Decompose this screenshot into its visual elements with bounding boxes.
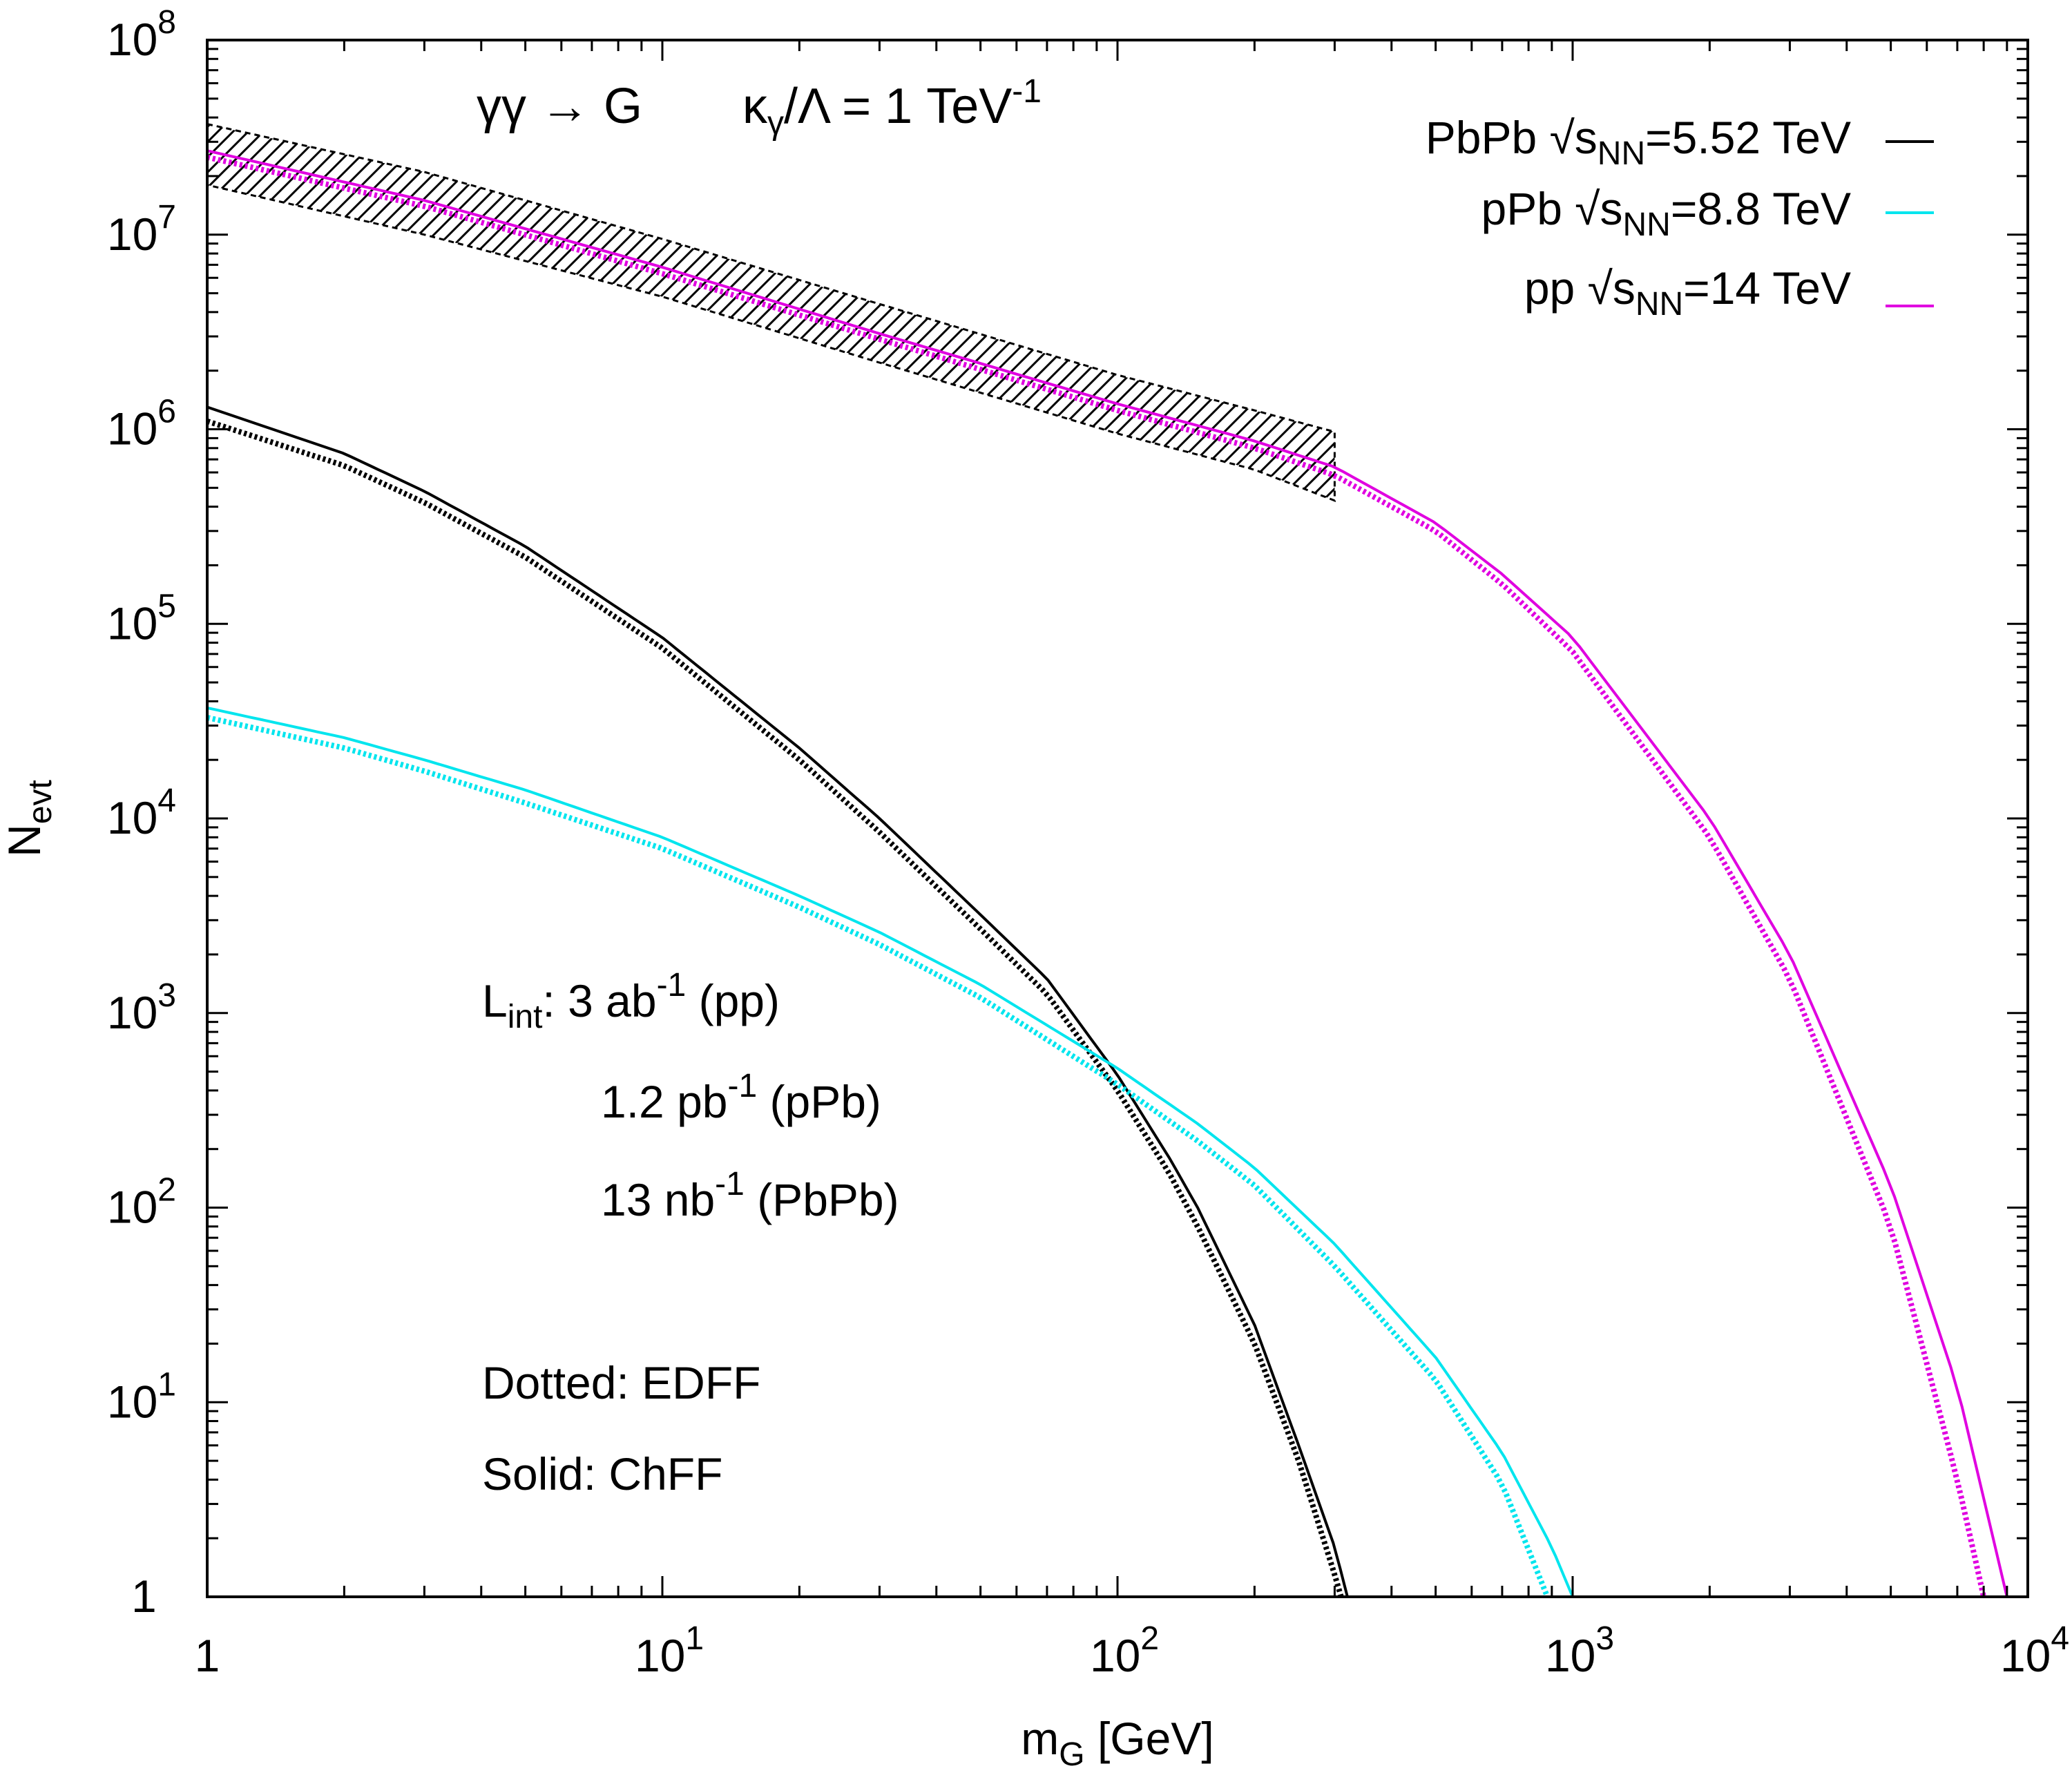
y-tick-label: 102 bbox=[107, 1172, 176, 1233]
process-title: γγ → G bbox=[477, 79, 642, 134]
y-axis-title: Nevt bbox=[0, 780, 59, 857]
pp-uncertainty-band bbox=[207, 123, 1336, 502]
x-tick-label: 101 bbox=[635, 1620, 704, 1681]
lumi-line-ppb: 1.2 pb-1 (pPb) bbox=[601, 1068, 881, 1127]
coupling-title: κγ/Λ = 1 TeV-1 bbox=[742, 73, 1042, 142]
x-tick-label: 1 bbox=[195, 1630, 220, 1681]
y-tick-label: 107 bbox=[107, 199, 176, 260]
legend-entry-pbpb: PbPb √sNN=5.52 TeV bbox=[1426, 112, 1934, 172]
dotted-note: Dotted: EDFF bbox=[482, 1357, 760, 1408]
series-pbpb-chff bbox=[207, 405, 1349, 1597]
series-ppb-chff bbox=[207, 706, 1574, 1597]
y-tick-label: 104 bbox=[107, 783, 176, 843]
tick-labels: 1 101 102 103 104 1 101 102 103 104 105 106 107 108 bbox=[107, 4, 2069, 1681]
x-tick-label: 102 bbox=[1090, 1620, 1159, 1681]
x-tick-label: 103 bbox=[1545, 1620, 1614, 1681]
series-layer bbox=[207, 149, 2008, 1597]
series-ppb-edff bbox=[207, 714, 1551, 1597]
solid-note: Solid: ChFF bbox=[482, 1448, 722, 1499]
legend: PbPb √sNN=5.52 TeV pPb √sNN=8.8 TeV pp √… bbox=[1426, 112, 1934, 323]
lumi-line-pp: Lint: 3 ab-1 (pp) bbox=[482, 967, 780, 1035]
plot-frame bbox=[206, 39, 2029, 1598]
lumi-line-pbpb: 13 nb-1 (PbPb) bbox=[601, 1166, 899, 1225]
legend-entry-pp: pp √sNN=14 TeV bbox=[1524, 262, 1934, 323]
y-tick-label: 105 bbox=[107, 588, 176, 649]
y-tick-label: 101 bbox=[107, 1366, 176, 1427]
series-pp-chff bbox=[207, 149, 2008, 1597]
y-tick-label: 103 bbox=[107, 977, 176, 1038]
y-tick-label: 108 bbox=[107, 4, 176, 65]
series-pbpb-edff bbox=[207, 419, 1344, 1597]
legend-label-pp: pp √sNN=14 TeV bbox=[1524, 262, 1851, 323]
legend-entry-ppb: pPb √sNN=8.8 TeV bbox=[1481, 183, 1934, 243]
legend-label-pbpb: PbPb √sNN=5.52 TeV bbox=[1426, 112, 1851, 172]
y-tick-label: 1 bbox=[131, 1571, 157, 1622]
x-axis-title: mG [GeV] bbox=[1021, 1713, 1214, 1773]
x-tick-label: 104 bbox=[2000, 1620, 2069, 1681]
legend-label-ppb: pPb √sNN=8.8 TeV bbox=[1481, 183, 1851, 243]
uncertainty-band-layer bbox=[207, 123, 1336, 502]
y-tick-label: 106 bbox=[107, 394, 176, 454]
series-pp-edff bbox=[207, 154, 1987, 1597]
